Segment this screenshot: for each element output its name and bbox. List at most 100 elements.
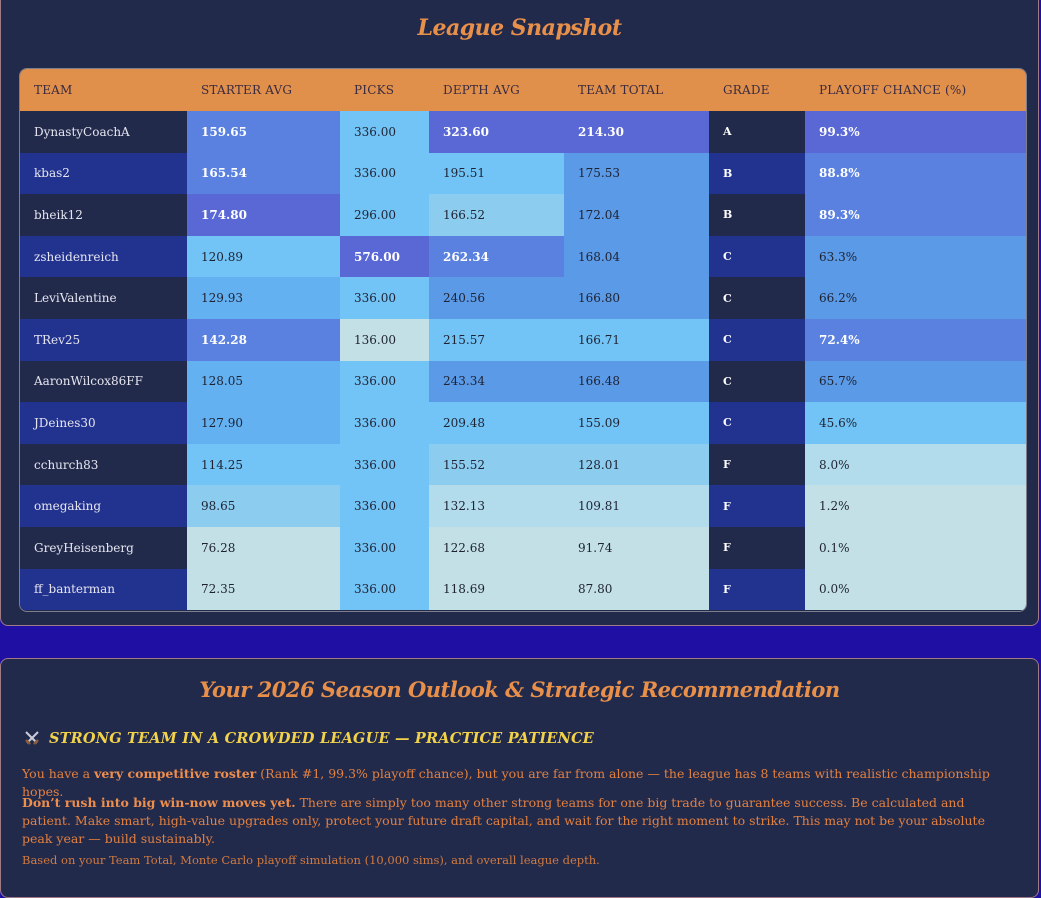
table-header-row: TEAM STARTER AVG PICKS DEPTH AVG TEAM TO…: [20, 69, 1026, 111]
team-total-cell: 155.09: [564, 402, 709, 444]
crossed-swords-icon: [23, 729, 41, 747]
table-row[interactable]: JDeines30 127.90 336.00 209.48 155.09 C 45.6%: [20, 402, 1026, 444]
team-cell: TRev25: [20, 318, 187, 361]
grade-cell: F: [709, 568, 805, 611]
team-cell: omegaking: [20, 485, 187, 527]
grade-cell: B: [709, 152, 805, 195]
grade-cell: F: [709, 485, 805, 527]
team-cell: bheik12: [20, 194, 187, 236]
table-row[interactable]: AaronWilcox86FF 128.05 336.00 243.34 166.48 C…: [20, 360, 1026, 403]
grade-cell: C: [709, 318, 805, 361]
table-row[interactable]: TRev25 142.28 136.00 215.57 166.71 C 72.4%: [20, 318, 1026, 361]
picks-cell: 336.00: [340, 277, 429, 319]
team-total-cell: 128.01: [564, 443, 709, 486]
starter-avg-cell: 127.90: [187, 402, 340, 444]
picks-cell: 336.00: [340, 111, 429, 153]
depth-avg-cell: 195.51: [429, 152, 564, 195]
playoff-chance-cell: 63.3%: [805, 235, 1026, 278]
team-cell: LeviValentine: [20, 277, 187, 319]
playoff-chance-cell: 88.8%: [805, 152, 1026, 195]
column-header-grade[interactable]: GRADE: [723, 83, 770, 97]
team-total-cell: 166.48: [564, 360, 709, 403]
starter-avg-cell: 98.65: [187, 485, 340, 527]
playoff-chance-cell: 99.3%: [805, 111, 1026, 153]
outlook-p2-rest: There are simply too many other strong t…: [22, 795, 985, 846]
league-snapshot-panel: League Snapshot TEAM STARTER AVG PICKS D…: [0, 0, 1039, 626]
team-total-cell: 87.80: [564, 568, 709, 611]
team-cell: GreyHeisenberg: [20, 526, 187, 569]
team-cell: AaronWilcox86FF: [20, 360, 187, 403]
picks-cell: 336.00: [340, 526, 429, 569]
column-header-picks[interactable]: PICKS: [354, 83, 395, 97]
team-total-cell: 109.81: [564, 485, 709, 527]
column-header-team[interactable]: TEAM: [34, 83, 73, 97]
team-total-cell: 166.71: [564, 318, 709, 361]
depth-avg-cell: 323.60: [429, 111, 564, 153]
outlook-p1-emphasis: very competitive roster: [94, 766, 257, 781]
column-header-team-total[interactable]: TEAM TOTAL: [578, 83, 664, 97]
team-cell: DynastyCoachA: [20, 111, 187, 153]
column-header-starter-avg[interactable]: STARTER AVG: [201, 83, 293, 97]
team-total-cell: 166.80: [564, 277, 709, 319]
depth-avg-cell: 240.56: [429, 277, 564, 319]
league-snapshot-title: League Snapshot: [417, 15, 623, 41]
team-total-cell: 175.53: [564, 152, 709, 195]
picks-cell: 336.00: [340, 360, 429, 403]
starter-avg-cell: 174.80: [187, 194, 340, 236]
grade-cell: C: [709, 360, 805, 403]
starter-avg-cell: 128.05: [187, 360, 340, 403]
picks-cell: 296.00: [340, 194, 429, 236]
depth-avg-cell: 155.52: [429, 443, 564, 486]
table-row[interactable]: bheik12 174.80 296.00 166.52 172.04 B 89.3%: [20, 194, 1026, 236]
table-row[interactable]: omegaking 98.65 336.00 132.13 109.81 F 1.2%: [20, 485, 1026, 527]
starter-avg-cell: 142.28: [187, 318, 340, 361]
depth-avg-cell: 262.34: [429, 235, 564, 278]
depth-avg-cell: 122.68: [429, 526, 564, 569]
column-header-playoff-chance[interactable]: PLAYOFF CHANCE (%): [819, 83, 967, 97]
grade-cell: C: [709, 402, 805, 444]
outlook-paragraph-roster: You have a very competitive roster (Rank…: [22, 765, 1017, 801]
grade-cell: C: [709, 235, 805, 278]
league-snapshot-table-container: TEAM STARTER AVG PICKS DEPTH AVG TEAM TO…: [19, 68, 1027, 612]
starter-avg-cell: 159.65: [187, 111, 340, 153]
starter-avg-cell: 76.28: [187, 526, 340, 569]
grade-cell: A: [709, 111, 805, 153]
season-outlook-title: Your 2026 Season Outlook & Strategic Rec…: [199, 677, 840, 702]
picks-cell: 136.00: [340, 318, 429, 361]
season-outlook-panel: Your 2026 Season Outlook & Strategic Rec…: [0, 658, 1039, 898]
table-row[interactable]: ff_banterman 72.35 336.00 118.69 87.80 F 0.0%: [20, 568, 1026, 611]
table-row[interactable]: GreyHeisenberg 76.28 336.00 122.68 91.74 F 0.1…: [20, 526, 1026, 569]
playoff-chance-cell: 0.1%: [805, 526, 1026, 569]
table-row[interactable]: DynastyCoachA 159.65 336.00 323.60 214.30 A 99…: [20, 111, 1026, 153]
playoff-chance-cell: 65.7%: [805, 360, 1026, 403]
table-row[interactable]: LeviValentine 129.93 336.00 240.56 166.80 C 66…: [20, 277, 1026, 319]
playoff-chance-cell: 45.6%: [805, 402, 1026, 444]
recommendation-headline-text: STRONG TEAM IN A CROWDED LEAGUE — PRACTI…: [49, 729, 595, 747]
table-row[interactable]: zsheidenreich 120.89 576.00 262.34 168.04 C 63…: [20, 235, 1026, 278]
team-total-cell: 168.04: [564, 235, 709, 278]
team-cell: cchurch83: [20, 443, 187, 486]
team-cell: kbas2: [20, 152, 187, 195]
grade-cell: F: [709, 526, 805, 569]
league-snapshot-table: TEAM STARTER AVG PICKS DEPTH AVG TEAM TO…: [20, 69, 1026, 611]
team-cell: zsheidenreich: [20, 235, 187, 278]
depth-avg-cell: 166.52: [429, 194, 564, 236]
depth-avg-cell: 118.69: [429, 568, 564, 611]
table-row[interactable]: kbas2 165.54 336.00 195.51 175.53 B 88.8%: [20, 152, 1026, 195]
table-body: DynastyCoachA 159.65 336.00 323.60 214.30 A 99…: [20, 111, 1026, 611]
playoff-chance-cell: 89.3%: [805, 194, 1026, 236]
grade-cell: C: [709, 277, 805, 319]
playoff-chance-cell: 72.4%: [805, 318, 1026, 361]
picks-cell: 336.00: [340, 485, 429, 527]
table-row[interactable]: cchurch83 114.25 336.00 155.52 128.01 F 8.0%: [20, 443, 1026, 486]
column-header-depth-avg[interactable]: DEPTH AVG: [443, 83, 520, 97]
grade-cell: F: [709, 443, 805, 486]
team-total-cell: 214.30: [564, 111, 709, 153]
outlook-paragraph-advice: Don’t rush into big win-now moves yet. T…: [22, 794, 1017, 848]
team-cell: ff_banterman: [20, 568, 187, 611]
grade-cell: B: [709, 194, 805, 236]
picks-cell: 576.00: [340, 235, 429, 278]
depth-avg-cell: 215.57: [429, 318, 564, 361]
outlook-p1-lead: You have a: [22, 766, 95, 781]
playoff-chance-cell: 66.2%: [805, 277, 1026, 319]
